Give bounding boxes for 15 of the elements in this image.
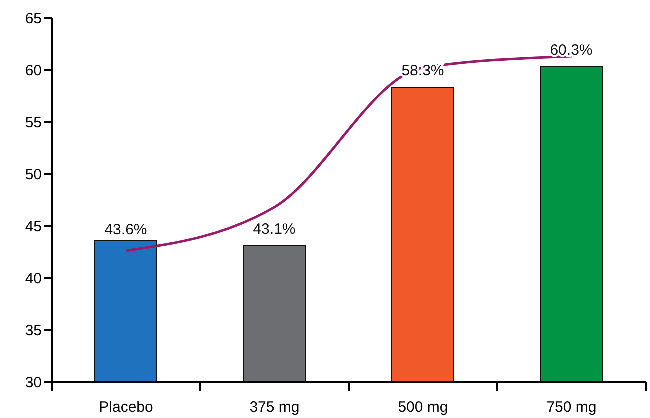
data-label: 43.6% (104, 222, 148, 239)
y-tick-label: 50 (25, 166, 42, 184)
x-tick-label: 375 mg (250, 399, 300, 416)
y-tick-label: 35 (25, 322, 42, 340)
y-tick-label: 60 (25, 62, 42, 80)
y-tick-label: 45 (25, 218, 42, 236)
x-tick-label: Placebo (99, 399, 154, 416)
x-tick-label: 500 mg (398, 399, 448, 416)
y-tick-label: 65 (25, 10, 42, 28)
data-label: 60.3% (550, 42, 593, 59)
y-tick-label: 40 (25, 270, 42, 288)
y-tick-label: 30 (25, 374, 42, 392)
data-label: 43.1% (253, 220, 296, 238)
x-tick-label: 750 mg (546, 399, 597, 416)
y-tick-label: 55 (25, 114, 42, 132)
